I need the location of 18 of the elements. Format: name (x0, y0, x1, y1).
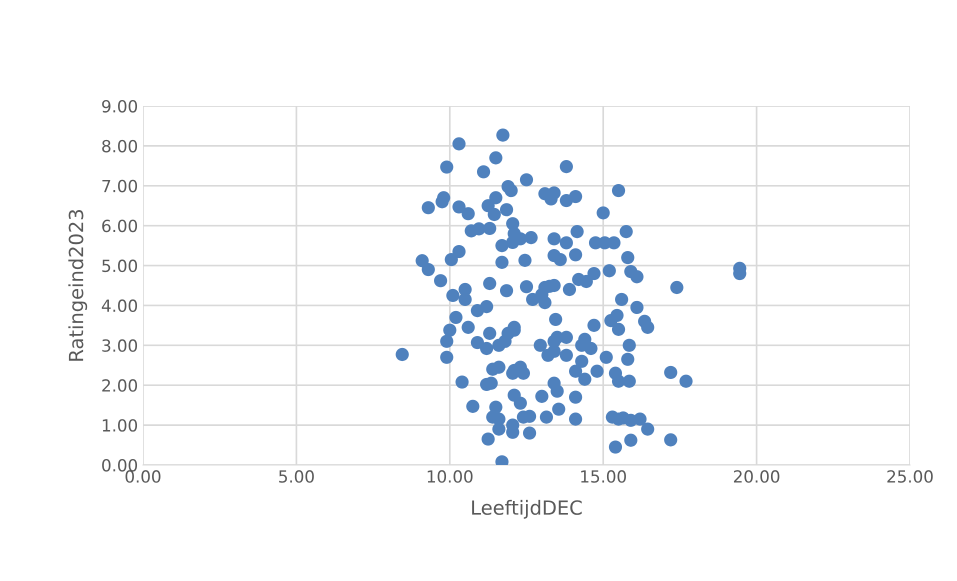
x-tick-label: 5.00 (279, 470, 314, 483)
x-axis-title: LeeftijdDEC (472, 500, 582, 519)
y-tick-label: 3.00 (102, 339, 138, 352)
y-tick-label: 4.00 (102, 299, 138, 312)
y-axis-title: Ratingeind2023 (68, 210, 88, 361)
y-tick-label: 1.00 (102, 419, 138, 432)
x-tick-label: 20.00 (734, 470, 780, 483)
y-tick-label: 2.00 (102, 379, 138, 392)
y-tick-label: 5.00 (102, 260, 138, 272)
y-tick-label: 6.00 (102, 220, 138, 232)
x-tick-label: 15.00 (581, 470, 626, 483)
y-tick-label: 9.00 (102, 100, 138, 113)
x-tick-label: 25.00 (887, 470, 933, 483)
x-tick-label: 0.00 (126, 470, 160, 483)
y-tick-label: 0.00 (102, 458, 138, 472)
y-tick-label: 8.00 (102, 140, 138, 152)
y-tick-label: 7.00 (102, 180, 138, 192)
x-tick-label: 10.00 (428, 470, 473, 483)
